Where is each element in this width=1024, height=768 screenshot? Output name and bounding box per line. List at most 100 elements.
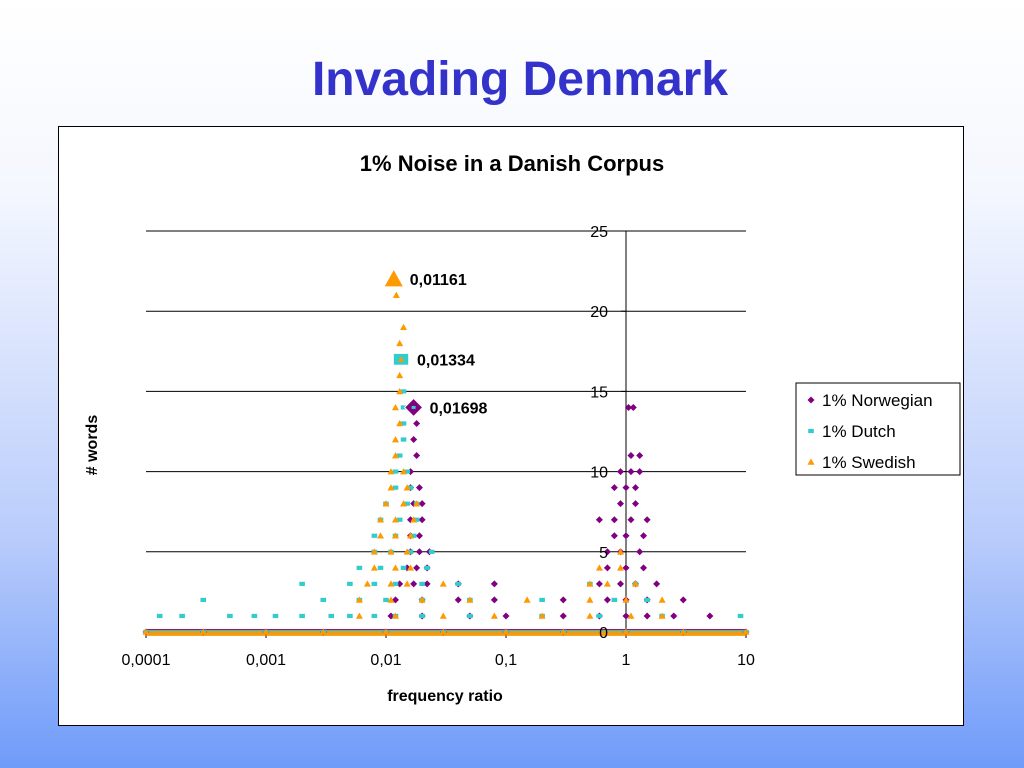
point-1-norwegian <box>559 596 567 604</box>
point-1-dutch <box>383 597 389 603</box>
point-1-dutch <box>400 389 407 394</box>
point-1-swedish <box>627 612 635 619</box>
point-1-norwegian <box>423 580 431 588</box>
chart-title: 1% Noise in a Danish Corpus <box>360 151 664 176</box>
axes <box>145 230 747 638</box>
point-1-dutch <box>737 613 744 619</box>
point-1-swedish <box>319 628 327 635</box>
point-1-swedish <box>387 484 395 491</box>
y-tick-label: 15 <box>590 384 608 401</box>
point-1-dutch <box>272 613 279 619</box>
point-1-norwegian <box>413 452 421 460</box>
point-1-swedish <box>406 532 414 539</box>
legend-label: 1% Norwegian <box>822 391 933 410</box>
point-1-norwegian <box>413 564 421 572</box>
point-1-dutch <box>455 581 462 586</box>
point-1-swedish <box>622 596 630 603</box>
point-1-swedish <box>392 436 400 443</box>
point-1-norwegian <box>636 468 644 476</box>
point-1-swedish <box>392 291 400 298</box>
point-1-norwegian <box>627 468 635 476</box>
point-1-swedish <box>439 612 447 619</box>
point-1-dutch <box>320 597 327 603</box>
point-1-swedish <box>370 564 378 571</box>
x-tick-label: 1 <box>622 652 631 669</box>
point-1-swedish <box>392 564 400 571</box>
point-1-swedish <box>523 596 531 603</box>
point-1-swedish <box>392 532 400 539</box>
point-1-swedish <box>377 532 385 539</box>
highlight-label: 0,01161 <box>410 272 467 289</box>
slide-title: Invading Denmark <box>311 53 729 106</box>
y-tick-label: 20 <box>590 304 608 321</box>
point-1-swedish <box>603 580 611 587</box>
point-1-dutch <box>467 613 473 619</box>
point-1-norwegian <box>610 484 618 492</box>
point-1-swedish <box>586 612 594 619</box>
point-1-dutch <box>356 565 363 570</box>
x-tick-label: 0,001 <box>246 652 286 669</box>
point-1-swedish <box>622 628 630 635</box>
point-1-swedish <box>396 371 404 379</box>
point-1-dutch <box>328 613 335 619</box>
point-1-swedish <box>679 628 687 635</box>
y-tick-label: 25 <box>590 224 608 241</box>
point-1-swedish <box>617 564 625 571</box>
point-1-dutch <box>419 581 425 586</box>
point-1-dutch <box>400 405 407 410</box>
point-1-swedish <box>403 580 411 587</box>
point-1-norwegian <box>603 596 611 604</box>
point-1-norwegian <box>415 484 423 492</box>
point-1-swedish <box>363 580 371 587</box>
legend: 1% Norwegian 1% Dutch 1% Swedish <box>795 382 961 476</box>
point-1-swedish <box>396 339 404 347</box>
point-1-dutch <box>410 533 417 538</box>
point-1-swedish <box>355 596 363 603</box>
point-1-dutch <box>400 565 407 570</box>
point-1-dutch <box>179 613 185 619</box>
point-1-norwegian <box>454 596 462 604</box>
highlight-label: 0,01698 <box>430 400 488 417</box>
point-1-norwegian <box>629 403 637 411</box>
point-1-dutch <box>396 453 403 458</box>
point-1-norwegian <box>410 436 418 444</box>
chart-frame: 1% Noise in a Danish Corpus 0,01161 0,013… <box>58 126 964 726</box>
point-1-dutch <box>404 469 410 474</box>
point-1-swedish <box>595 564 603 571</box>
highlight-marker-inner <box>411 405 416 409</box>
point-1-dutch <box>299 581 305 586</box>
point-1-norwegian <box>418 500 426 508</box>
x-tick-label: 0,1 <box>495 652 517 669</box>
point-1-norwegian <box>643 516 651 524</box>
point-1-norwegian <box>627 516 635 524</box>
point-1-norwegian <box>595 580 603 588</box>
point-1-swedish <box>387 468 395 475</box>
point-1-dutch <box>611 597 618 603</box>
point-1-norwegian <box>679 596 687 604</box>
point-1-swedish <box>387 596 395 603</box>
point-1-swedish <box>400 323 408 331</box>
point-1-norwegian <box>617 468 625 476</box>
point-1-swedish <box>392 516 400 523</box>
point-1-norwegian <box>632 484 640 492</box>
point-1-dutch <box>400 437 407 442</box>
point-1-swedish <box>403 484 411 491</box>
point-1-norwegian <box>559 612 567 620</box>
point-1-swedish <box>439 580 447 587</box>
point-1-dutch <box>299 613 305 619</box>
point-1-dutch <box>539 597 545 603</box>
legend-box <box>795 382 961 476</box>
point-1-norwegian <box>603 564 611 572</box>
highlight-marker-inner <box>398 356 405 362</box>
point-1-swedish <box>413 500 421 507</box>
point-1-norwegian <box>490 596 498 604</box>
point-1-swedish <box>466 596 474 603</box>
point-1-norwegian <box>653 580 661 588</box>
point-1-norwegian <box>622 484 630 492</box>
point-1-dutch <box>200 597 207 603</box>
point-1-swedish <box>400 468 408 475</box>
point-1-dutch <box>392 581 399 586</box>
point-1-dutch <box>156 613 163 619</box>
point-1-dutch <box>371 581 378 586</box>
point-1-norwegian <box>617 500 625 508</box>
